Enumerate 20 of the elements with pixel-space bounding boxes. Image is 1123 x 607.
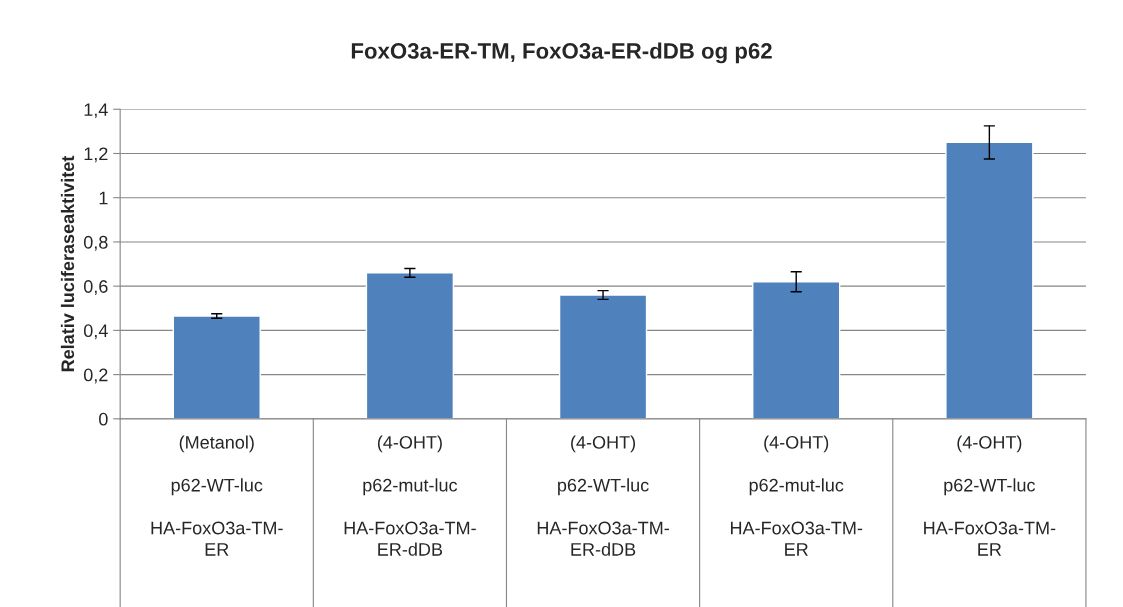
- y-axis-title: Relativ luciferaseaktivitet: [60, 155, 75, 372]
- y-tick-label: 0,8: [83, 235, 108, 251]
- bar: [172, 315, 261, 419]
- bar: [752, 281, 841, 419]
- category-label: (Metanol) p62-WT-luc HA-FoxO3a-TM- ER: [151, 435, 283, 556]
- category-label: (4-OHT) p62-WT-luc HA-FoxO3a-TM- ER-dDB: [537, 435, 669, 556]
- bar: [558, 294, 648, 419]
- y-tick-label: 0: [99, 412, 108, 426]
- y-tick-label: 0,2: [83, 368, 108, 384]
- chart-title: FoxO3a-ER-TM, FoxO3a-ER-dDB og p62: [351, 42, 772, 64]
- y-tick-label: 1: [99, 191, 108, 205]
- category-label: (4-OHT) p62-mut-luc HA-FoxO3a-TM- ER-dDB: [344, 435, 476, 556]
- category-label: (4-OHT) p62-mut-luc HA-FoxO3a-TM- ER: [730, 435, 863, 556]
- y-tick-label: 0,6: [83, 280, 108, 296]
- bar: [365, 272, 455, 419]
- category-label: (4-OHT) p62-WT-luc HA-FoxO3a-TM- ER: [924, 435, 1056, 556]
- y-tick-label: 0,4: [83, 324, 108, 340]
- y-tick-label: 1,2: [84, 147, 108, 163]
- y-tick-label: 1,4: [84, 103, 108, 119]
- bar: [945, 141, 1034, 419]
